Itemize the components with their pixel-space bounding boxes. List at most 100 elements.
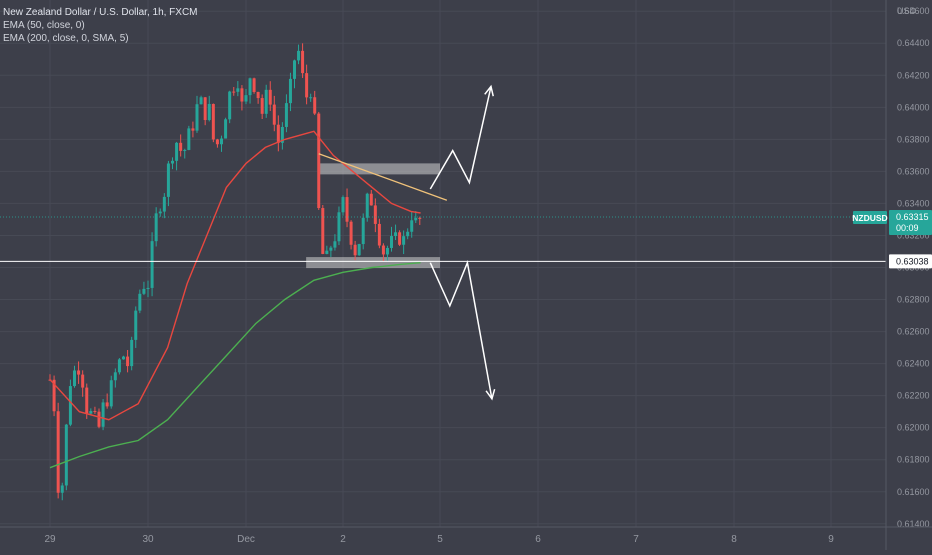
- candle-down: [377, 223, 381, 246]
- sr-zone: [318, 163, 440, 175]
- x-tick-label: 9: [828, 534, 834, 545]
- candle-down: [349, 221, 353, 245]
- candle-down: [211, 103, 215, 140]
- candle-down: [232, 91, 236, 93]
- candle-up: [248, 78, 252, 96]
- candle-up: [187, 128, 191, 150]
- candle-up: [117, 359, 121, 373]
- y-tick-label: 0.62200: [897, 391, 930, 401]
- countdown-label: 00:09: [896, 223, 919, 233]
- candle-up: [154, 213, 158, 242]
- x-tick-label: 5: [437, 534, 443, 545]
- candle-up: [175, 142, 179, 161]
- candle-up: [109, 380, 113, 407]
- candle-up: [183, 149, 187, 151]
- candle-down: [77, 370, 81, 375]
- level-price-badge: [889, 254, 932, 269]
- indicator-ema200-label[interactable]: EMA (200, close, 0, SMA, 5): [3, 33, 129, 44]
- candle-down: [321, 208, 325, 254]
- candle-up: [284, 103, 288, 127]
- candle-up: [134, 310, 138, 340]
- y-tick-label: 0.62800: [897, 295, 930, 305]
- y-tick-label: 0.64600: [897, 6, 930, 16]
- candle-up: [329, 247, 333, 251]
- candle-up: [325, 250, 329, 254]
- candle-up: [150, 241, 154, 288]
- candle-up: [341, 197, 345, 213]
- candle-up: [195, 104, 199, 131]
- candle-down: [381, 245, 385, 255]
- candle-down: [398, 232, 402, 245]
- ema200-line: [49, 262, 421, 469]
- indicator-lines: [49, 130, 421, 469]
- indicator-ema50-label[interactable]: EMA (50, close, 0): [3, 20, 85, 31]
- candle-down: [52, 379, 56, 412]
- candle-up: [146, 287, 150, 289]
- candle-up: [264, 89, 268, 114]
- candle-down: [81, 374, 85, 388]
- ema50-line: [49, 130, 421, 421]
- candle-up: [171, 160, 174, 164]
- candle-down: [179, 142, 183, 151]
- candle-down: [97, 411, 101, 427]
- candle-up: [410, 220, 414, 232]
- candle-down: [353, 244, 357, 256]
- symbol-badge: [853, 211, 887, 225]
- y-tick-label: 0.62600: [897, 327, 930, 337]
- candle-up: [293, 60, 296, 79]
- candle-down: [256, 91, 260, 99]
- candle-up: [385, 247, 389, 255]
- candle-down: [418, 217, 422, 219]
- candle-up: [390, 236, 393, 248]
- y-tick-label: 0.62400: [897, 359, 930, 369]
- candle-down: [85, 387, 89, 414]
- y-tick-label: 0.64000: [897, 102, 930, 112]
- candle-down: [317, 113, 321, 209]
- candle-down: [191, 128, 195, 131]
- x-tick-label: Dec: [237, 534, 255, 545]
- y-tick-label: 0.63600: [897, 166, 930, 176]
- candle-up: [309, 97, 313, 99]
- level-price-label: 0.63038: [896, 256, 929, 266]
- candle-up: [280, 126, 284, 143]
- y-tick-label: 0.61600: [897, 487, 930, 497]
- candle-up: [224, 119, 228, 139]
- candle-down: [268, 89, 272, 105]
- candle-down: [56, 411, 60, 493]
- candle-up: [130, 339, 134, 367]
- candle-down: [373, 205, 377, 224]
- y-tick-label: 0.61400: [897, 519, 930, 529]
- candle-up: [64, 424, 68, 486]
- candle-down: [305, 73, 309, 98]
- candle-down: [126, 356, 130, 367]
- candle-up: [244, 95, 248, 102]
- x-tick-label: 6: [535, 534, 541, 545]
- candle-down: [301, 50, 305, 74]
- bullish-scenario-arrow-head: [484, 84, 494, 97]
- candle-up: [113, 372, 117, 381]
- candle-down: [276, 124, 280, 143]
- last-price-badge: [889, 210, 932, 236]
- bullish-scenario-arrow: [429, 86, 492, 190]
- candle-up: [158, 211, 162, 214]
- y-tick-label: 0.62000: [897, 423, 930, 433]
- candle-up: [236, 88, 240, 92]
- bearish-scenario-arrow-head: [485, 389, 496, 401]
- candle-up: [288, 78, 292, 104]
- candle-up: [73, 370, 76, 387]
- candle-up: [357, 244, 361, 256]
- candle-up: [142, 288, 146, 294]
- candle-down: [313, 97, 317, 114]
- candle-up: [68, 386, 72, 425]
- grid: [0, 0, 886, 527]
- y-tick-label: 0.63200: [897, 230, 930, 240]
- candle-down: [252, 78, 256, 92]
- candle-up: [220, 138, 223, 145]
- bearish-scenario-arrow: [429, 260, 493, 400]
- currency-label: USD: [897, 6, 917, 16]
- candle-up: [365, 193, 369, 218]
